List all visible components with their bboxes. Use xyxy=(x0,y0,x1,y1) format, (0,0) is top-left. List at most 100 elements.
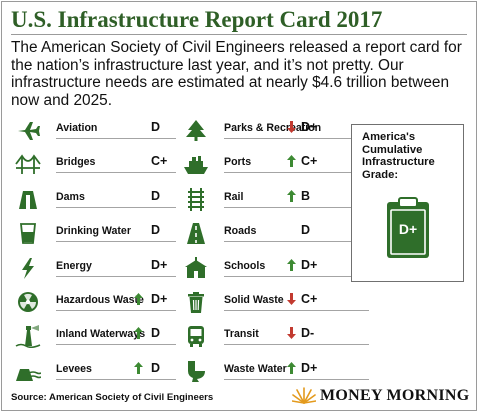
row-underline xyxy=(56,206,176,208)
lightning-icon xyxy=(14,255,42,281)
trend-down-arrow-icon xyxy=(286,121,296,133)
row-underline xyxy=(224,241,369,243)
source-note: Source: American Society of Civil Engine… xyxy=(11,392,214,403)
category-label: Levees xyxy=(56,362,92,375)
category-label: Drinking Water xyxy=(56,225,131,238)
sunburst-logo-icon xyxy=(292,387,316,404)
trend-up-arrow-icon xyxy=(133,327,143,340)
category-grade: D+ xyxy=(301,120,318,134)
logo-text: MONEY MORNING xyxy=(320,387,470,404)
water-glass-icon xyxy=(14,220,42,246)
category-grade: D+ xyxy=(151,292,168,306)
row-underline xyxy=(224,138,369,139)
trend-up-arrow-icon xyxy=(286,189,296,202)
trend-down-arrow-icon xyxy=(286,327,296,340)
row-underline xyxy=(224,206,369,208)
category-label: Solid Waste xyxy=(224,294,284,306)
cumulative-grade-box: America's Cumulative Infrastructure Grad… xyxy=(351,124,464,282)
category-grade: D+ xyxy=(151,257,168,272)
school-icon xyxy=(182,255,210,281)
clipboard-icon xyxy=(386,197,430,259)
category-grade: B xyxy=(301,188,311,203)
row-underline xyxy=(224,275,369,277)
intro-paragraph: The American Society of Civil Engineers … xyxy=(11,39,462,109)
row-underline xyxy=(56,172,176,174)
levee-icon xyxy=(14,358,42,384)
row-underline xyxy=(56,138,176,139)
category-label: Roads xyxy=(224,225,257,238)
row-underline xyxy=(224,378,369,380)
category-grade: D xyxy=(151,188,161,203)
category-row: Drinking Water D xyxy=(14,220,194,246)
category-row: Aviation D xyxy=(14,117,194,143)
category-grade: C+ xyxy=(151,154,168,169)
category-label: Dams xyxy=(56,190,85,203)
category-row: Levees D xyxy=(14,358,194,384)
row-underline xyxy=(224,172,369,174)
airplane-icon xyxy=(14,117,42,143)
category-label: Rail xyxy=(224,190,244,203)
category-grade: C+ xyxy=(301,292,318,306)
trend-up-arrow-icon xyxy=(286,258,296,271)
toilet-icon xyxy=(182,358,210,384)
category-grade: D xyxy=(151,326,161,341)
category-grade: D+ xyxy=(301,360,318,375)
row-underline xyxy=(56,241,176,243)
ship-icon xyxy=(182,151,210,177)
row-underline xyxy=(56,344,176,346)
category-row: Bridges C+ xyxy=(14,151,194,177)
category-row: Rail B xyxy=(182,186,387,212)
dam-icon xyxy=(14,186,42,212)
category-label: Transit xyxy=(224,328,259,341)
category-grade: D xyxy=(301,223,311,238)
category-label: Aviation xyxy=(56,122,98,134)
category-label: Ports xyxy=(224,156,252,169)
category-row: Ports C+ xyxy=(182,151,387,177)
trend-down-arrow-icon xyxy=(286,293,296,305)
category-row: Waste Water D+ xyxy=(182,358,387,384)
money-morning-logo: MONEY MORNING xyxy=(292,386,472,406)
category-row: Hazardous Waste D+ xyxy=(14,289,194,315)
category-grade: C+ xyxy=(301,154,318,169)
category-row: Dams D xyxy=(14,186,194,212)
category-label: Parks & Recreation xyxy=(224,122,322,134)
category-row: Roads D xyxy=(182,220,387,246)
bus-icon xyxy=(182,323,210,349)
category-row: Parks & Recreation D+ xyxy=(182,117,387,143)
category-grade: D xyxy=(151,360,161,375)
row-underline xyxy=(56,310,176,311)
trend-up-arrow-icon xyxy=(133,293,143,305)
page-title: U.S. Infrastructure Report Card 2017 xyxy=(11,7,383,32)
cumulative-grade-value: D+ xyxy=(398,221,418,237)
rail-icon xyxy=(182,186,210,212)
row-underline xyxy=(56,275,176,277)
trash-can-icon xyxy=(182,289,210,315)
category-row: Energy D+ xyxy=(14,255,194,281)
category-label: Hazardous Waste xyxy=(56,294,144,306)
row-underline xyxy=(224,310,369,311)
trend-up-arrow-icon xyxy=(133,361,143,374)
category-grade: D xyxy=(151,223,161,238)
category-row: Inland Waterways D xyxy=(14,323,194,349)
category-row: Transit D- xyxy=(182,323,387,349)
tree-icon xyxy=(182,117,210,143)
trend-up-arrow-icon xyxy=(286,155,296,168)
bridge-icon xyxy=(14,151,42,177)
title-divider xyxy=(11,34,467,35)
category-label: Waste Water xyxy=(224,362,287,375)
category-grade: D+ xyxy=(301,257,318,272)
lighthouse-icon xyxy=(14,323,42,349)
category-grade: D- xyxy=(301,326,315,341)
row-underline xyxy=(56,378,176,380)
category-grade: D xyxy=(151,120,161,134)
category-label: Schools xyxy=(224,259,266,272)
category-row: Solid Waste C+ xyxy=(182,289,387,315)
category-row: Schools D+ xyxy=(182,255,387,281)
road-icon xyxy=(182,220,210,246)
category-label: Energy xyxy=(56,259,92,272)
row-underline xyxy=(224,344,369,346)
radiation-icon xyxy=(14,289,42,315)
cumulative-grade-title: America's Cumulative Infrastructure Grad… xyxy=(362,131,435,181)
category-label: Bridges xyxy=(56,156,96,169)
